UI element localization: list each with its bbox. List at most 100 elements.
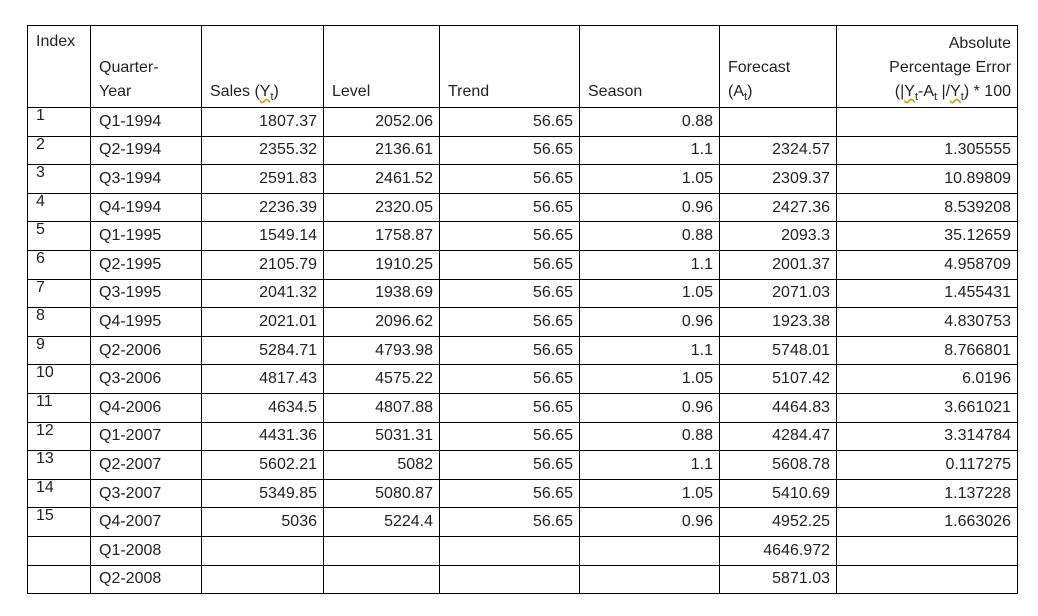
cell-forecast: 2093.3 (719, 221, 837, 251)
cell-forecast: 5608.78 (719, 450, 837, 480)
cell-sales: 2021.01 (201, 307, 324, 337)
cell-absolute-percentage-error: 0.117275 (836, 450, 1018, 480)
cell-index: 6 (27, 249, 91, 280)
header-forecast: Forecast (At) (719, 25, 837, 108)
table-row: Q1-2008 4646.972 (27, 535, 1018, 566)
header-index: Index (27, 25, 91, 108)
cell-index: 11 (27, 392, 91, 423)
cell-level: 4575.22 (323, 364, 440, 394)
cell-absolute-percentage-error: 8.766801 (836, 335, 1018, 366)
cell-season: 0.96 (579, 192, 720, 223)
cell-quarter-year: Q2-2008 (90, 564, 202, 595)
table-row: 14 Q3-2007 5349.85 5080.87 56.65 1.05 5410.69 1… (27, 478, 1018, 509)
table-row: 5 Q1-1995 1549.14 1758.87 56.65 0.88 2093.3 35.… (27, 221, 1018, 251)
table-row: 3 Q3-1994 2591.83 2461.52 56.65 1.05 2309.37 10… (27, 164, 1018, 194)
cell-trend: 56.65 (439, 364, 580, 394)
cell-level: 5031.31 (323, 421, 440, 452)
cell-level: 2052.06 (323, 107, 440, 137)
cell-season: 1.05 (579, 278, 720, 309)
table-row: 15 Q4-2007 5036 5224.4 56.65 0.96 4952.25 1.663… (27, 507, 1018, 537)
table-row: 12 Q1-2007 4431.36 5031.31 56.65 0.88 4284.47 3… (27, 421, 1018, 452)
cell-index (27, 564, 91, 595)
cell-level: 2136.61 (323, 135, 440, 166)
cell-quarter-year: Q4-2006 (90, 392, 202, 423)
table-row: 7 Q3-1995 2041.32 1938.69 56.65 1.05 2071.03 1.… (27, 278, 1018, 309)
header-season: Season (579, 25, 720, 108)
cell-absolute-percentage-error: 1.137228 (836, 478, 1018, 509)
cell-forecast: 2071.03 (719, 278, 837, 309)
forecast-table: Index Quarter- Year Sales (Yt) Level Tre… (27, 25, 1018, 595)
cell-trend: 56.65 (439, 307, 580, 337)
cell-trend: 56.65 (439, 221, 580, 251)
cell-forecast: 4284.47 (719, 421, 837, 452)
cell-season: 1.1 (579, 450, 720, 480)
cell-level: 2320.05 (323, 192, 440, 223)
cell-index: 14 (27, 478, 91, 509)
cell-season (579, 535, 720, 566)
cell-level: 5082 (323, 450, 440, 480)
cell-index: 7 (27, 278, 91, 309)
table-row: Q2-2008 5871.03 (27, 564, 1018, 595)
cell-quarter-year: Q3-1994 (90, 164, 202, 194)
cell-quarter-year: Q2-1994 (90, 135, 202, 166)
cell-index: 10 (27, 364, 91, 394)
header-level: Level (323, 25, 440, 108)
cell-absolute-percentage-error: 4.830753 (836, 307, 1018, 337)
cell-level: 2461.52 (323, 164, 440, 194)
cell-trend: 56.65 (439, 335, 580, 366)
table-row: 11 Q4-2006 4634.5 4807.88 56.65 0.96 4464.83 3.… (27, 392, 1018, 423)
cell-season: 0.96 (579, 392, 720, 423)
cell-quarter-year: Q4-2007 (90, 507, 202, 537)
cell-sales: 5036 (201, 507, 324, 537)
cell-level: 1910.25 (323, 249, 440, 280)
cell-season: 1.05 (579, 364, 720, 394)
cell-trend (439, 535, 580, 566)
cell-sales: 2236.39 (201, 192, 324, 223)
cell-sales (201, 535, 324, 566)
table-row: 13 Q2-2007 5602.21 5082 56.65 1.1 5608.78 0.117… (27, 450, 1018, 480)
cell-absolute-percentage-error: 1.455431 (836, 278, 1018, 309)
cell-forecast: 2309.37 (719, 164, 837, 194)
cell-level: 1938.69 (323, 278, 440, 309)
cell-quarter-year: Q4-1995 (90, 307, 202, 337)
cell-season: 1.1 (579, 335, 720, 366)
cell-trend: 56.65 (439, 507, 580, 537)
cell-sales: 5602.21 (201, 450, 324, 480)
cell-season: 1.1 (579, 249, 720, 280)
cell-forecast: 5748.01 (719, 335, 837, 366)
header-trend: Trend (439, 25, 580, 108)
table-row: 10 Q3-2006 4817.43 4575.22 56.65 1.05 5107.42 6… (27, 364, 1018, 394)
cell-forecast: 2324.57 (719, 135, 837, 166)
cell-quarter-year: Q4-1994 (90, 192, 202, 223)
cell-sales: 4431.36 (201, 421, 324, 452)
cell-quarter-year: Q3-2006 (90, 364, 202, 394)
cell-forecast: 5410.69 (719, 478, 837, 509)
header-row: Index Quarter- Year Sales (Yt) Level Tre… (27, 25, 1018, 108)
cell-season: 0.96 (579, 507, 720, 537)
header-sales: Sales (Yt) (201, 25, 324, 108)
cell-level: 1758.87 (323, 221, 440, 251)
cell-trend: 56.65 (439, 192, 580, 223)
cell-sales: 2105.79 (201, 249, 324, 280)
cell-absolute-percentage-error (836, 107, 1018, 137)
cell-season: 0.88 (579, 421, 720, 452)
cell-absolute-percentage-error: 1.663026 (836, 507, 1018, 537)
cell-forecast (719, 107, 837, 137)
cell-trend (439, 564, 580, 595)
cell-trend: 56.65 (439, 421, 580, 452)
cell-forecast: 1923.38 (719, 307, 837, 337)
cell-forecast: 5871.03 (719, 564, 837, 595)
cell-trend: 56.65 (439, 164, 580, 194)
table-row: 4 Q4-1994 2236.39 2320.05 56.65 0.96 2427.36 8.… (27, 192, 1018, 223)
cell-sales: 2355.32 (201, 135, 324, 166)
cell-sales: 4634.5 (201, 392, 324, 423)
cell-absolute-percentage-error (836, 564, 1018, 595)
cell-season: 0.88 (579, 221, 720, 251)
cell-level: 5080.87 (323, 478, 440, 509)
cell-forecast: 4464.83 (719, 392, 837, 423)
cell-forecast: 4952.25 (719, 507, 837, 537)
cell-season: 0.96 (579, 307, 720, 337)
cell-season: 1.1 (579, 135, 720, 166)
cell-sales: 1807.37 (201, 107, 324, 137)
cell-quarter-year: Q1-1994 (90, 107, 202, 137)
